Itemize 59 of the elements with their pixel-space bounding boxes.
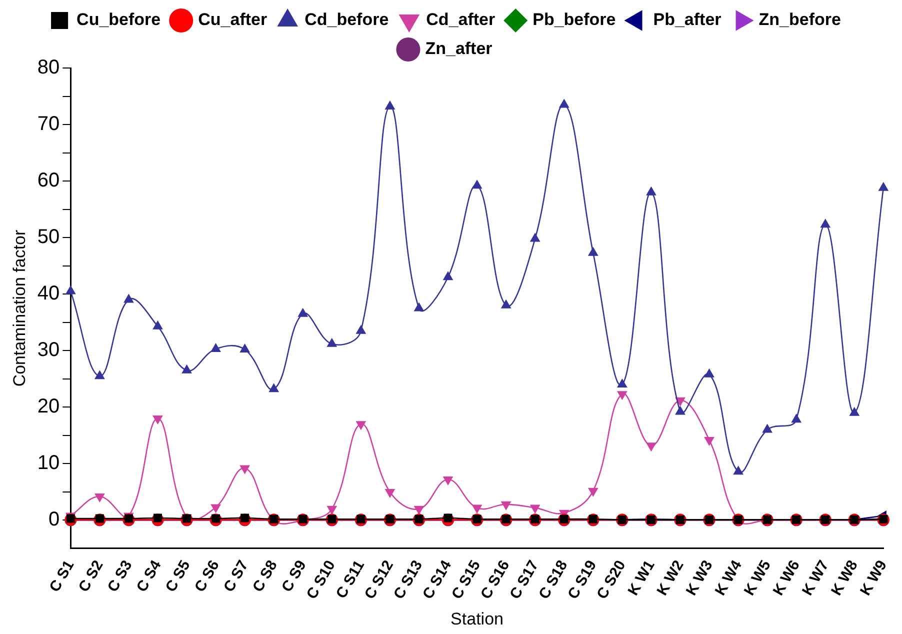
x-tick-label: C S1 <box>46 558 78 595</box>
point <box>298 308 308 317</box>
point <box>530 232 540 242</box>
point <box>124 294 134 303</box>
legend-label: Cd_before <box>304 10 389 30</box>
y-tick-label: 30 <box>37 339 60 362</box>
point <box>326 506 338 515</box>
legend-label: Pb_after <box>653 10 722 30</box>
point <box>878 182 889 191</box>
point <box>500 299 512 308</box>
point <box>820 218 831 228</box>
y-tick-label: 50 <box>37 226 60 248</box>
x-tick-label: C S7 <box>220 558 252 595</box>
point <box>94 493 105 502</box>
legend-label: Zn_before <box>758 10 841 30</box>
point <box>442 271 454 280</box>
x-axis-title: Station <box>450 609 504 628</box>
point <box>210 342 221 352</box>
point <box>646 186 656 196</box>
y-tick-label: 10 <box>37 452 60 474</box>
x-tick-label: C S2 <box>75 558 107 595</box>
point <box>733 466 744 475</box>
point <box>588 246 598 256</box>
point <box>849 406 860 416</box>
y-tick-label: 0 <box>48 508 60 531</box>
y-tick-label: 20 <box>37 396 60 418</box>
point <box>500 501 512 510</box>
x-tick-label: C S8 <box>249 558 281 595</box>
point <box>65 285 76 294</box>
y-tick-label: 40 <box>37 282 60 305</box>
point <box>152 320 163 330</box>
point <box>414 302 424 312</box>
point <box>472 180 482 189</box>
point <box>356 324 366 334</box>
legend-label: Cu_before <box>76 10 161 30</box>
point <box>94 370 105 380</box>
point <box>384 100 396 110</box>
point <box>616 378 628 388</box>
y-tick-label: 60 <box>37 170 60 192</box>
point <box>791 414 802 423</box>
point <box>182 364 192 374</box>
legend-label: Zn_after <box>425 39 493 58</box>
legend-label: Cu_after <box>198 10 268 30</box>
point <box>414 506 424 515</box>
legend-label: Cd_after <box>426 10 496 30</box>
x-tick-label: C S6 <box>191 558 223 595</box>
y-tick-label: 70 <box>37 113 60 136</box>
y-axis-title: Contamination factor <box>10 229 29 387</box>
point <box>384 488 396 498</box>
point <box>268 383 280 392</box>
point <box>240 344 250 353</box>
point <box>558 98 570 108</box>
y-tick-label: 80 <box>37 56 60 79</box>
point <box>762 424 772 433</box>
x-tick-label: C S3 <box>104 558 136 595</box>
point <box>704 368 714 378</box>
point <box>675 406 686 415</box>
legend-label: Pb_before <box>532 10 616 30</box>
point <box>326 338 338 347</box>
